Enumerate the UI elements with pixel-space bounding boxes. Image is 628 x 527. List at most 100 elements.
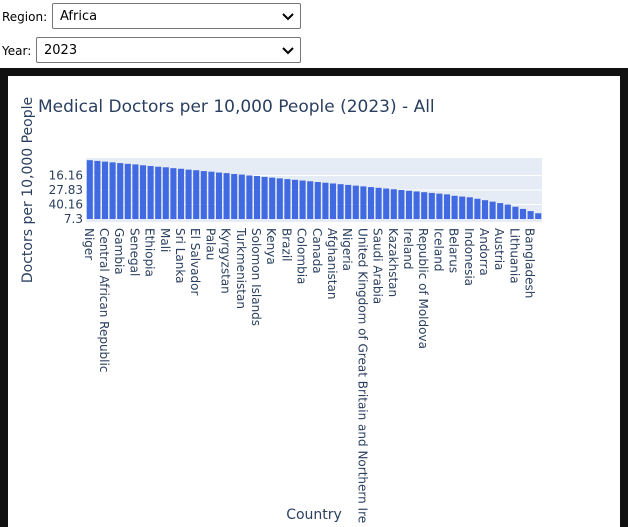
chart: Medical Doctors per 10,000 People (2023)… (8, 76, 620, 527)
bar (170, 168, 177, 220)
x-axis-title: Country (286, 507, 342, 523)
bar (94, 160, 101, 220)
x-tick-label: Senegal (127, 228, 141, 276)
x-tick-label: Kyrgyzstan (219, 228, 233, 294)
bar (428, 192, 435, 220)
y-tick-label: 16.16 (49, 168, 83, 182)
bar (512, 206, 519, 220)
bar (360, 186, 367, 220)
bar (284, 179, 291, 220)
chevron (282, 13, 294, 21)
bar (474, 198, 481, 220)
x-tick-label: Indonesia (462, 228, 476, 286)
bar (109, 162, 116, 220)
bar (117, 163, 124, 220)
bar (86, 160, 93, 220)
bar (177, 168, 185, 220)
x-tick-label: Kenya (264, 228, 278, 265)
bar (200, 171, 207, 220)
bar (504, 204, 511, 220)
x-tick-label: Saudi Arabia (371, 228, 385, 304)
chart-title: Medical Doctors per 10,000 People (2023)… (38, 97, 435, 117)
bar (405, 190, 413, 220)
bar (193, 170, 200, 220)
x-tick-label: Afghanistan (325, 228, 339, 299)
bar (459, 196, 466, 220)
bar (497, 203, 504, 220)
bar (443, 194, 451, 220)
x-tick-label: Mali (158, 228, 172, 252)
bar (436, 193, 443, 220)
bar (155, 166, 162, 220)
bar (535, 213, 542, 220)
bar (246, 175, 253, 220)
bar (307, 181, 314, 220)
x-tick-label: Solomon Islands (249, 228, 263, 326)
y-tick-label: 40.16 (49, 198, 83, 212)
bar (519, 208, 527, 220)
x-tick-label: Bangladesh (523, 228, 537, 298)
bar (208, 171, 215, 220)
bar (413, 191, 420, 220)
bar (451, 195, 458, 220)
bar (276, 178, 283, 220)
x-tick-label: Andorra (477, 228, 491, 276)
x-tick-label: Colombia (295, 228, 309, 284)
bar (314, 182, 321, 220)
bar (101, 161, 109, 220)
y-tick-label: 7.3 (64, 212, 83, 226)
y-tick-label: 27.83 (49, 183, 83, 197)
region-value: Africa (60, 9, 98, 24)
bar (231, 174, 238, 220)
y-axis-title: Doctors per 10,000 People (20, 97, 36, 283)
bar (345, 184, 352, 220)
bar (223, 173, 230, 220)
bar (489, 201, 496, 220)
x-tick-label: Austria (492, 228, 506, 270)
x-tick-label: United Kingdom of Great Britain and Nort… (355, 228, 369, 523)
bar (215, 172, 223, 220)
bar (390, 189, 397, 220)
chart-frame: Medical Doctors per 10,000 People (2023)… (0, 68, 628, 527)
year-value: 2023 (44, 43, 78, 58)
bar (337, 184, 344, 220)
x-tick-label: Nigeria (340, 228, 354, 271)
bar (329, 183, 337, 220)
bar (253, 176, 261, 220)
bar (398, 190, 405, 220)
year-label: Year: (2, 44, 32, 58)
x-tick-label: Niger (82, 228, 96, 260)
bar (466, 197, 473, 220)
bar (147, 166, 154, 220)
x-tick-label: Brazil (279, 228, 293, 262)
bar (367, 187, 375, 220)
x-tick-label: Lithuania (507, 228, 521, 284)
year-select[interactable]: 2023 (36, 37, 301, 63)
x-tick-label: Ireland (401, 228, 415, 270)
bar (139, 165, 147, 220)
bar (383, 188, 390, 220)
chevron (282, 47, 294, 55)
x-tick-label: Canada (310, 228, 324, 274)
region-label: Region: (2, 10, 48, 24)
bar (352, 185, 359, 220)
x-tick-label: Turkmenistan (234, 227, 248, 309)
x-tick-label: El Salvador (188, 228, 202, 295)
bar (185, 169, 192, 220)
bar (124, 163, 131, 220)
x-tick-label: Sri Lanka (173, 228, 187, 283)
x-tick-label: Palau (203, 228, 217, 260)
bar (238, 174, 245, 220)
region-select[interactable]: Africa (52, 3, 301, 29)
bar (421, 192, 428, 220)
bar (527, 211, 534, 220)
x-tick-label: Republic of Moldova (416, 228, 430, 349)
bar (322, 182, 329, 220)
bar (299, 180, 306, 220)
x-tick-label: Central African Republic (97, 228, 111, 372)
bar (162, 167, 169, 220)
x-tick-label: Iceland (431, 228, 445, 271)
bar (132, 164, 139, 220)
x-tick-label: Ethiopia (143, 228, 157, 277)
